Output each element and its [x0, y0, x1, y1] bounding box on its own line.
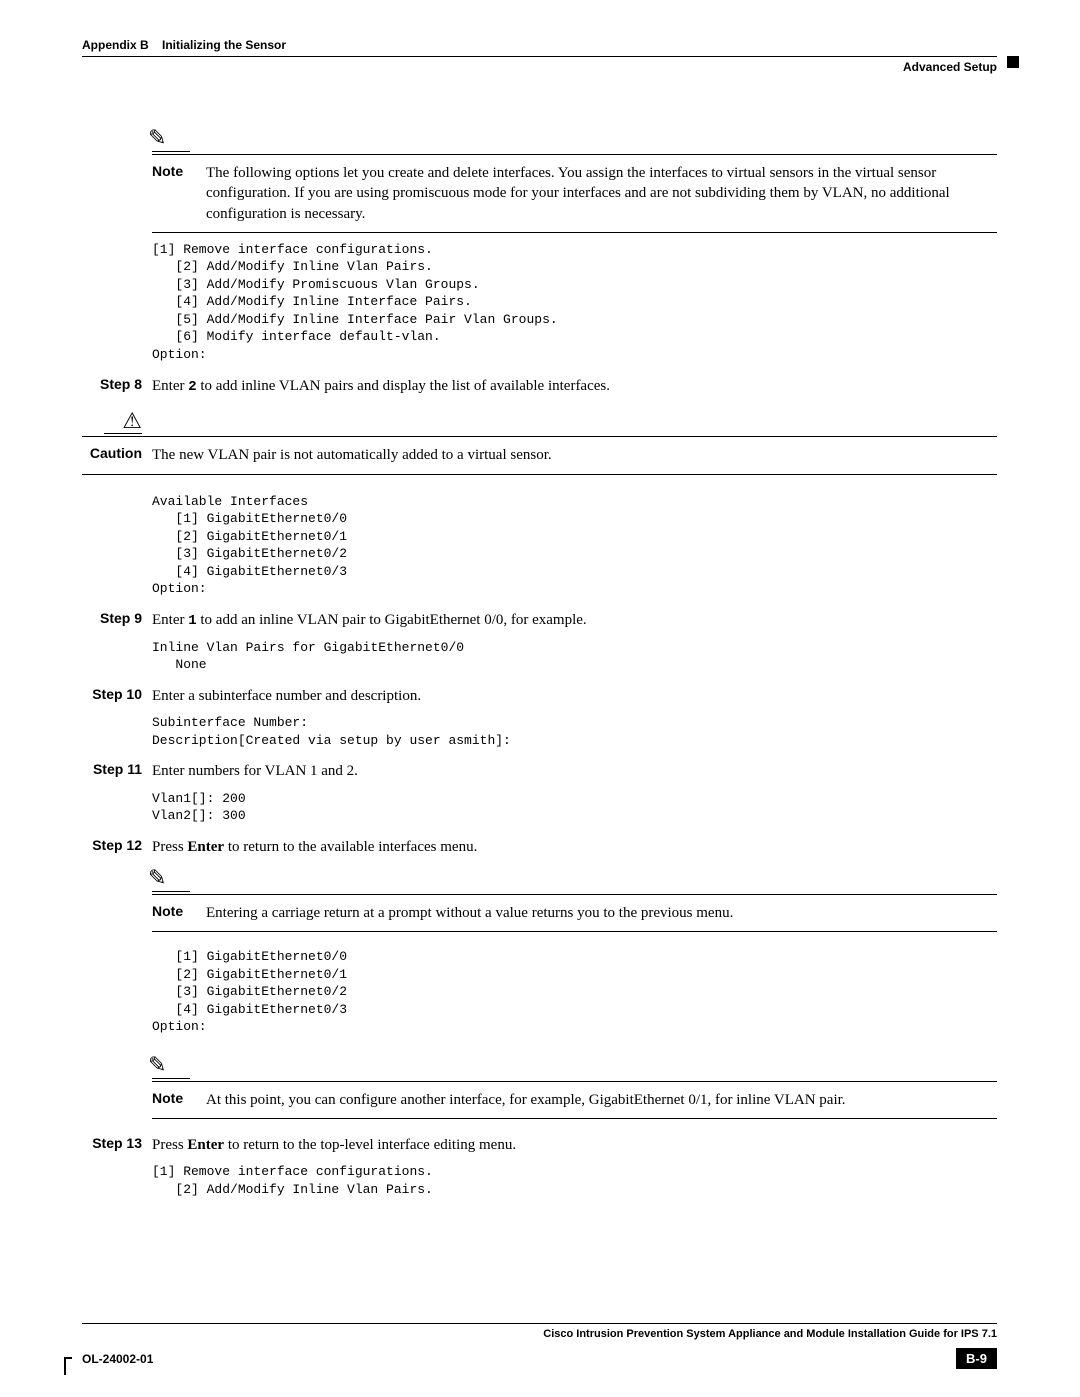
pencil-icon: ✎	[148, 127, 166, 151]
code-block-3: Inline Vlan Pairs for GigabitEthernet0/0…	[152, 639, 997, 674]
step-11-text: Enter numbers for VLAN 1 and 2.	[152, 761, 997, 781]
step-label-13: Step 13	[92, 1135, 142, 1151]
header-rule	[82, 56, 997, 57]
code-block-1: [1] Remove interface configurations. [2]…	[152, 241, 997, 364]
step-11: Step 11 Enter numbers for VLAN 1 and 2. …	[82, 761, 997, 836]
caution-icon: ⚠	[122, 410, 142, 432]
note-block-1: ✎ Note The following options let you cre…	[82, 127, 997, 376]
note-label: Note	[152, 903, 183, 919]
code-block-4: Subinterface Number: Description[Created…	[152, 714, 997, 749]
pencil-icon: ✎	[148, 867, 166, 891]
note-label: Note	[152, 1090, 183, 1106]
note-block-3: ✎ Note At this point, you can configure …	[82, 1054, 997, 1121]
note-label: Note	[152, 163, 183, 179]
step-label-12: Step 12	[92, 837, 142, 853]
note-text-2: Entering a carriage return at a prompt w…	[206, 903, 733, 923]
code-block-2: Available Interfaces [1] GigabitEthernet…	[152, 493, 997, 598]
step-label-8: Step 8	[100, 376, 142, 392]
pencil-icon: ✎	[148, 1054, 166, 1078]
note-text-3: At this point, you can configure another…	[206, 1090, 846, 1110]
code-2-row: Available Interfaces [1] GigabitEthernet…	[82, 477, 997, 610]
header-appendix: Appendix B	[82, 38, 149, 52]
page-footer: Cisco Intrusion Prevention System Applia…	[82, 1323, 997, 1369]
caution-text: The new VLAN pair is not automatically a…	[152, 445, 997, 465]
header-left: Appendix B Initializing the Sensor	[82, 38, 997, 52]
code-block-7: [1] Remove interface configurations. [2]…	[152, 1163, 997, 1198]
step-9: Step 9 Enter 1 to add an inline VLAN pai…	[82, 610, 997, 686]
note-block-2: ✎ Note Entering a carriage return at a p…	[82, 867, 997, 1048]
header-section: Advanced Setup	[903, 60, 997, 74]
footer-doc-id: OL-24002-01	[82, 1352, 153, 1366]
caution-row: Caution The new VLAN pair is not automat…	[82, 439, 997, 471]
footer-crop-mark	[64, 1357, 72, 1359]
step-label-10: Step 10	[92, 686, 142, 702]
code-block-5: Vlan1[]: 200 Vlan2[]: 300	[152, 790, 997, 825]
header-chapter: Initializing the Sensor	[162, 38, 286, 52]
caution-block: ⚠	[82, 410, 997, 434]
note-text-1: The following options let you create and…	[206, 163, 997, 224]
footer-page-number: B-9	[956, 1348, 997, 1369]
step-10-text: Enter a subinterface number and descript…	[152, 686, 997, 706]
step-13: Step 13 Press Enter to return to the top…	[82, 1135, 997, 1210]
caution-label: Caution	[90, 445, 142, 461]
header-marker	[1007, 56, 1019, 68]
step-label-11: Step 11	[93, 761, 142, 777]
step-8: Step 8 Enter 2 to add inline VLAN pairs …	[82, 376, 997, 397]
code-block-6: [1] GigabitEthernet0/0 [2] GigabitEthern…	[152, 948, 997, 1036]
footer-crop-mark	[64, 1357, 66, 1375]
step-10: Step 10 Enter a subinterface number and …	[82, 686, 997, 761]
step-12: Step 12 Press Enter to return to the ava…	[82, 837, 997, 857]
footer-title: Cisco Intrusion Prevention System Applia…	[82, 1328, 997, 1340]
step-label-9: Step 9	[100, 610, 142, 626]
